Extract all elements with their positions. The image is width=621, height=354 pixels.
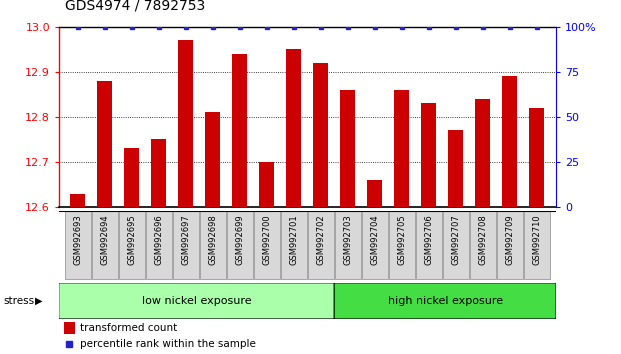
Text: GSM992704: GSM992704 xyxy=(370,214,379,265)
Bar xyxy=(476,99,491,207)
Text: percentile rank within the sample: percentile rank within the sample xyxy=(80,339,256,349)
Bar xyxy=(448,130,463,207)
FancyBboxPatch shape xyxy=(497,211,523,279)
FancyBboxPatch shape xyxy=(173,211,199,279)
FancyBboxPatch shape xyxy=(65,211,91,279)
Text: GSM992706: GSM992706 xyxy=(424,214,433,265)
FancyBboxPatch shape xyxy=(470,211,496,279)
Bar xyxy=(530,108,545,207)
Text: GSM992698: GSM992698 xyxy=(209,214,217,265)
FancyBboxPatch shape xyxy=(334,283,556,319)
Text: GSM992705: GSM992705 xyxy=(397,214,406,265)
FancyBboxPatch shape xyxy=(416,211,442,279)
Bar xyxy=(260,162,274,207)
Bar xyxy=(340,90,355,207)
FancyBboxPatch shape xyxy=(308,211,334,279)
Bar xyxy=(124,148,139,207)
Bar xyxy=(314,63,329,207)
Text: GSM992699: GSM992699 xyxy=(235,214,245,265)
FancyBboxPatch shape xyxy=(281,211,307,279)
Text: stress: stress xyxy=(3,296,34,306)
Bar xyxy=(97,81,112,207)
Text: high nickel exposure: high nickel exposure xyxy=(388,296,502,306)
Bar xyxy=(70,194,85,207)
FancyBboxPatch shape xyxy=(443,211,469,279)
Bar xyxy=(286,49,301,207)
Text: GSM992700: GSM992700 xyxy=(263,214,271,265)
Bar xyxy=(422,103,437,207)
Text: low nickel exposure: low nickel exposure xyxy=(142,296,252,306)
FancyBboxPatch shape xyxy=(227,211,253,279)
FancyBboxPatch shape xyxy=(524,211,550,279)
Text: GSM992710: GSM992710 xyxy=(532,214,542,265)
FancyBboxPatch shape xyxy=(200,211,226,279)
Text: GSM992707: GSM992707 xyxy=(451,214,460,265)
FancyBboxPatch shape xyxy=(59,283,335,319)
Text: GSM992708: GSM992708 xyxy=(478,214,487,265)
Text: transformed count: transformed count xyxy=(80,323,177,333)
Text: GDS4974 / 7892753: GDS4974 / 7892753 xyxy=(65,0,206,12)
Text: GSM992697: GSM992697 xyxy=(181,214,191,265)
Text: GSM992696: GSM992696 xyxy=(155,214,163,265)
Bar xyxy=(64,322,75,334)
Bar xyxy=(206,112,220,207)
Bar xyxy=(178,40,193,207)
Text: ▶: ▶ xyxy=(35,296,43,306)
FancyBboxPatch shape xyxy=(146,211,172,279)
Text: GSM992703: GSM992703 xyxy=(343,214,352,265)
FancyBboxPatch shape xyxy=(119,211,145,279)
Bar xyxy=(394,90,409,207)
Bar xyxy=(368,180,383,207)
Text: GSM992693: GSM992693 xyxy=(73,214,83,265)
FancyBboxPatch shape xyxy=(362,211,388,279)
Text: GSM992702: GSM992702 xyxy=(316,214,325,265)
Bar xyxy=(152,139,166,207)
Text: GSM992701: GSM992701 xyxy=(289,214,299,265)
Bar xyxy=(232,54,247,207)
FancyBboxPatch shape xyxy=(335,211,361,279)
Text: GSM992695: GSM992695 xyxy=(127,214,137,265)
FancyBboxPatch shape xyxy=(389,211,415,279)
FancyBboxPatch shape xyxy=(254,211,280,279)
Bar xyxy=(502,76,517,207)
FancyBboxPatch shape xyxy=(92,211,118,279)
Text: GSM992694: GSM992694 xyxy=(101,214,109,265)
Text: GSM992709: GSM992709 xyxy=(505,214,514,265)
